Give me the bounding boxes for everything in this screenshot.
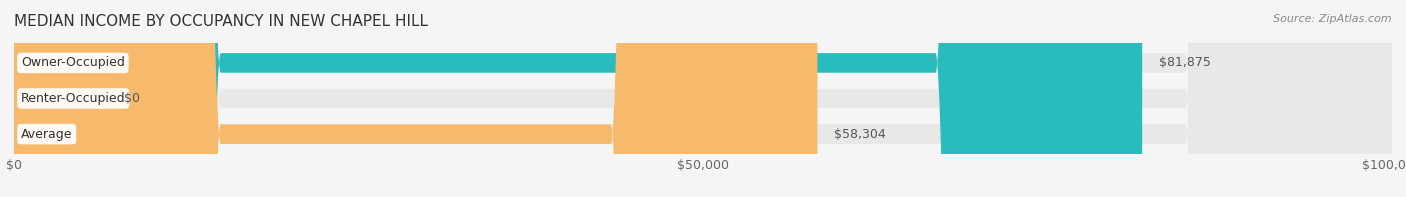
FancyBboxPatch shape xyxy=(14,0,1142,197)
FancyBboxPatch shape xyxy=(14,0,1392,197)
Text: Renter-Occupied: Renter-Occupied xyxy=(21,92,125,105)
Text: $81,875: $81,875 xyxy=(1159,56,1211,69)
Text: MEDIAN INCOME BY OCCUPANCY IN NEW CHAPEL HILL: MEDIAN INCOME BY OCCUPANCY IN NEW CHAPEL… xyxy=(14,14,427,29)
Text: Average: Average xyxy=(21,128,73,141)
FancyBboxPatch shape xyxy=(14,0,1392,197)
Text: Owner-Occupied: Owner-Occupied xyxy=(21,56,125,69)
FancyBboxPatch shape xyxy=(14,0,817,197)
Text: $0: $0 xyxy=(124,92,141,105)
FancyBboxPatch shape xyxy=(14,0,1392,197)
Text: $58,304: $58,304 xyxy=(834,128,886,141)
Text: Source: ZipAtlas.com: Source: ZipAtlas.com xyxy=(1274,14,1392,24)
